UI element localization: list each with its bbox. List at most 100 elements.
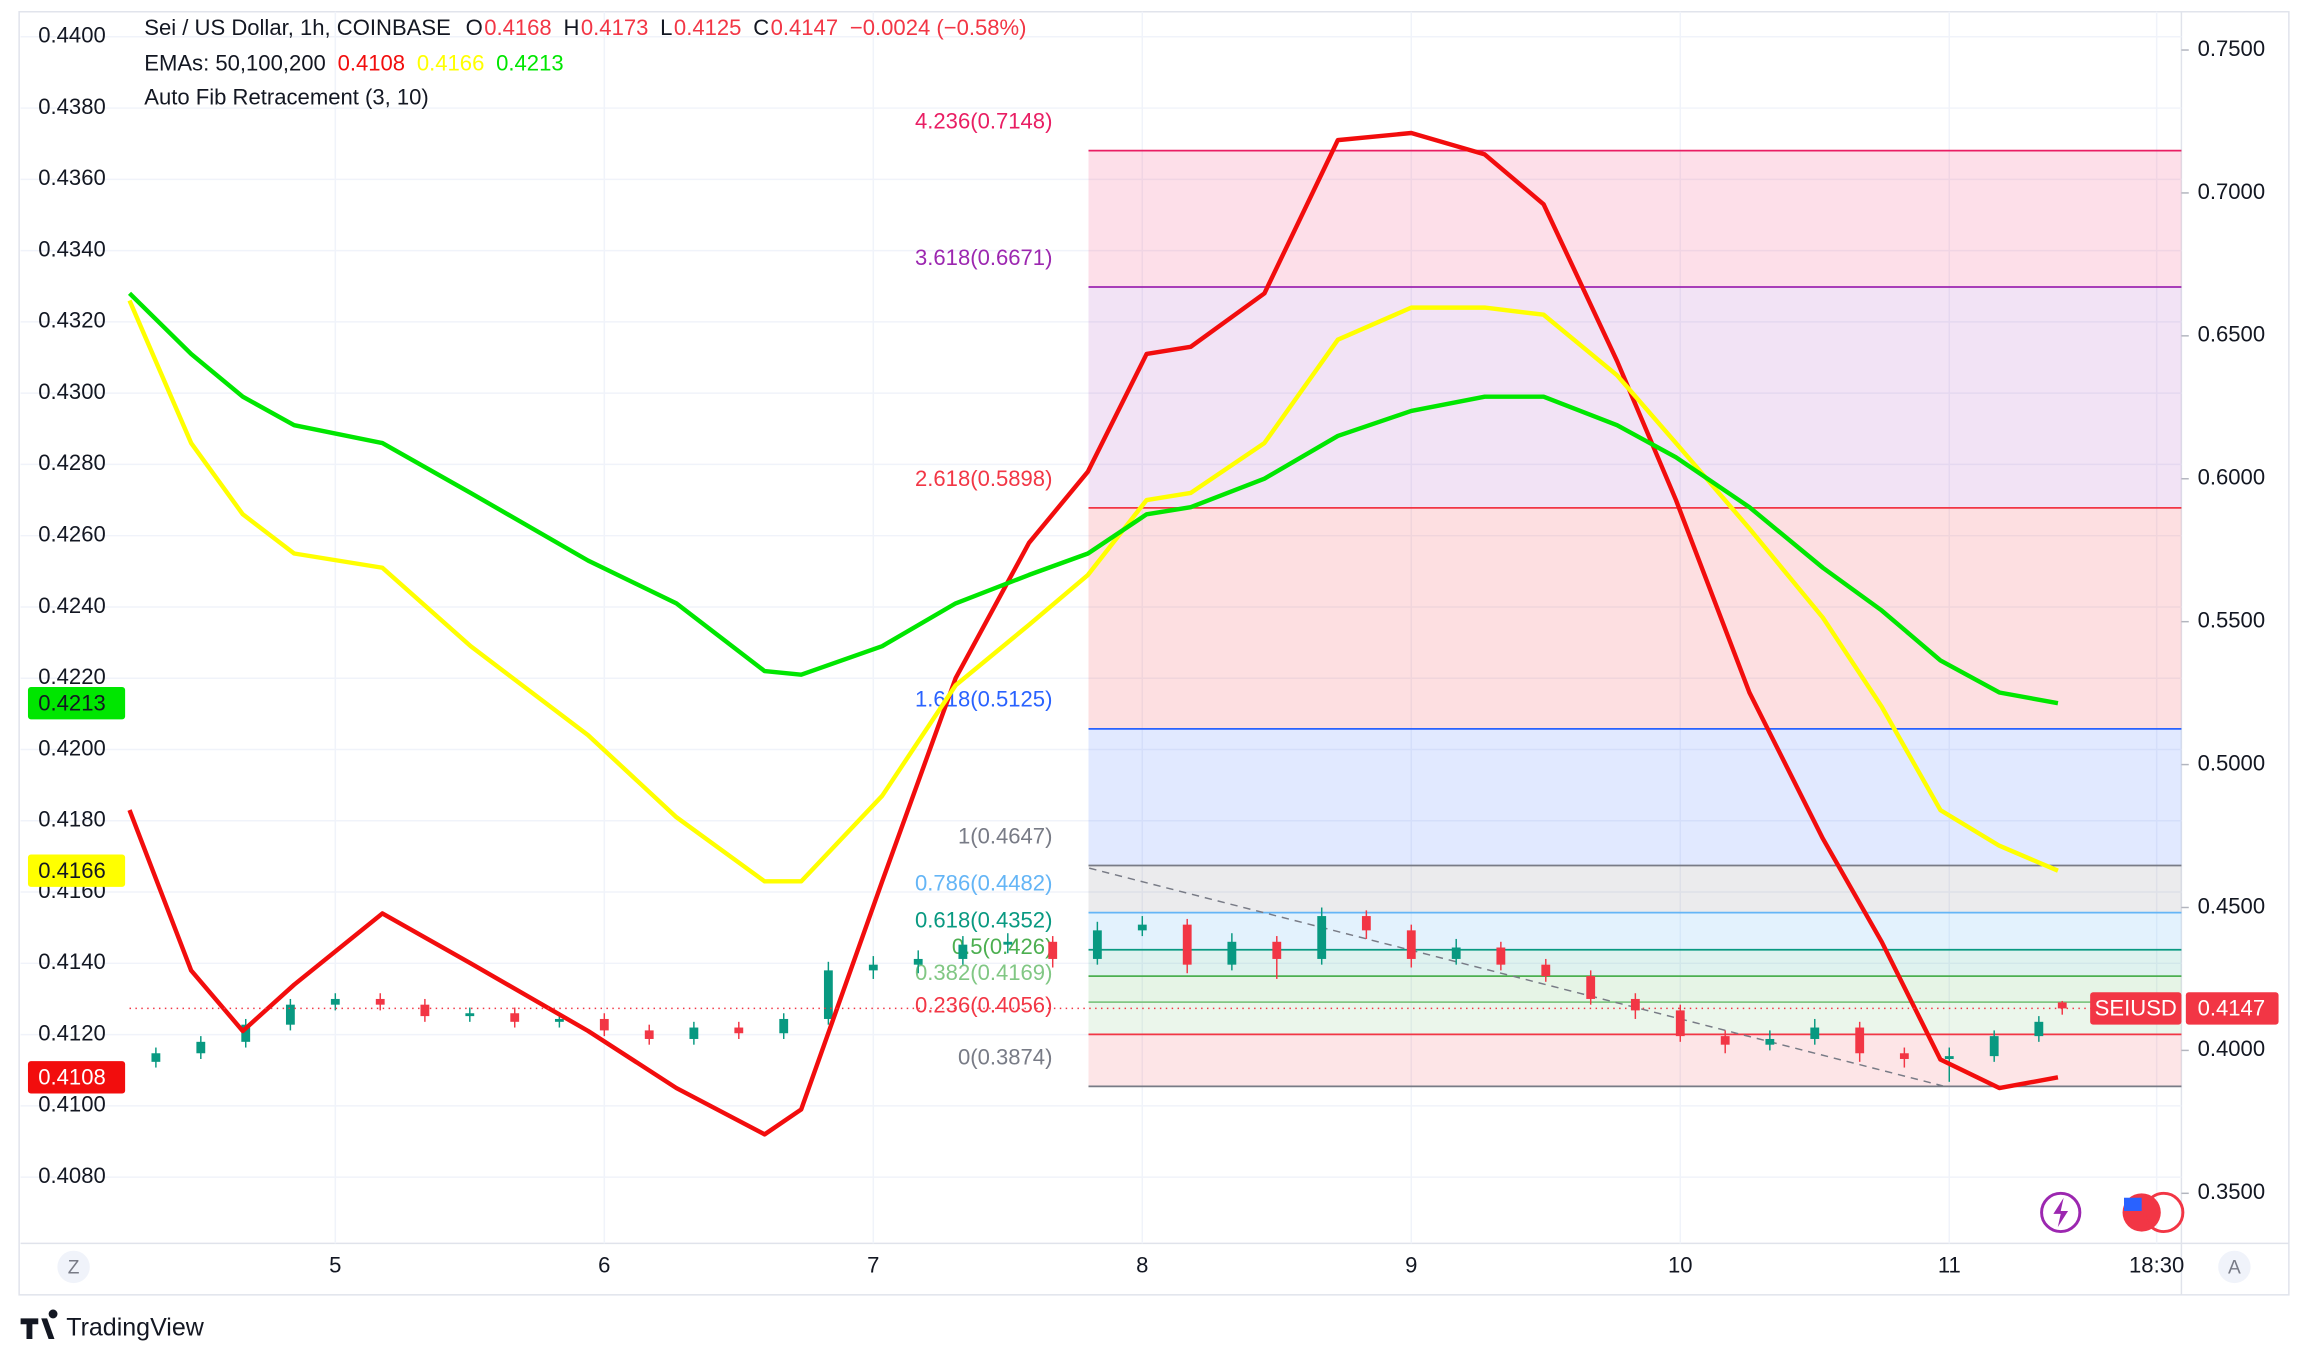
candle-body: [1406, 930, 1416, 959]
legend-text: Sei / US Dollar, 1h, COINBASE: [144, 15, 451, 40]
legend-text: 0.4166: [417, 51, 484, 76]
y-tick-label: 0.4200: [38, 735, 105, 760]
candle-body: [823, 970, 833, 1019]
candle-body: [913, 958, 923, 965]
flag-icon-ring: [2143, 1191, 2185, 1234]
legend-text: −0.0024 (−0.58%): [850, 15, 1027, 40]
flag-icon-canton: [2124, 1197, 2142, 1211]
y2-tick-label: 0.7500: [2198, 36, 2265, 61]
fib-label: 4.236(0.7148): [915, 109, 1052, 134]
y-tick-label: 0.4180: [38, 807, 105, 832]
alert-icon-bolt: [2053, 1197, 2069, 1228]
candle-body: [1810, 1027, 1820, 1039]
y-tick-label: 0.4280: [38, 450, 105, 475]
candle-body: [1182, 924, 1192, 965]
ema-badge-label: 0.4213: [38, 690, 105, 715]
y2-tick-label: 0.3500: [2198, 1179, 2265, 1204]
y-tick-label: 0.4100: [38, 1092, 105, 1117]
grid: [20, 11, 2189, 1244]
ema-badge-label: 0.4108: [38, 1065, 105, 1090]
legend-text: 0.4213: [496, 51, 563, 76]
fib-band: [1088, 865, 2182, 913]
candle-body: [2057, 1002, 2067, 1009]
fib-label: 1.618(0.5125): [915, 687, 1052, 712]
fib-label: 3.618(0.6671): [915, 245, 1052, 270]
legend-text: EMAs: 50,100,200: [144, 51, 326, 76]
legend-text: 0.4125: [674, 15, 741, 40]
y2-tick-label: 0.4500: [2198, 893, 2265, 918]
y2-tick-label: 0.6500: [2198, 322, 2265, 347]
y-tick-label: 0.4080: [38, 1163, 105, 1188]
candle-body: [285, 1004, 295, 1025]
candle-body: [1855, 1027, 1865, 1054]
candle-body: [1630, 998, 1640, 1011]
candle-body: [1137, 924, 1147, 931]
x-tick-label: 6: [598, 1253, 610, 1278]
ema-badge-label: 0.4166: [38, 858, 105, 883]
y-tick-label: 0.4120: [38, 1020, 105, 1045]
footer-button[interactable]: [57, 1250, 90, 1284]
y-tick-label: 0.4340: [38, 236, 105, 261]
fib-band: [1088, 150, 2182, 287]
candle-body: [151, 1053, 161, 1062]
fib-label: 0(0.3874): [958, 1044, 1052, 1069]
fib-label: 0.382(0.4169): [915, 960, 1052, 985]
candle-body: [1944, 1056, 1954, 1059]
y-tick-label: 0.4220: [38, 664, 105, 689]
candle-body: [420, 1004, 430, 1017]
candle-body: [1272, 941, 1282, 959]
candle-body: [1720, 1036, 1730, 1045]
candle-body: [868, 964, 878, 971]
symbol-badge: [2090, 992, 2182, 1025]
candle-body: [1361, 916, 1371, 931]
fib-label: 0.786(0.4482): [915, 871, 1052, 896]
candle-body: [1675, 1010, 1685, 1037]
y2-tick-label: 0.5500: [2198, 608, 2265, 633]
footer-button[interactable]: [2218, 1250, 2251, 1284]
candle-body: [196, 1041, 206, 1054]
legend-text: 0.4147: [771, 15, 838, 40]
legend-text: H: [563, 15, 579, 40]
candle-body: [734, 1027, 744, 1034]
x-tick-label: 8: [1136, 1253, 1148, 1278]
price-label: 0.4147: [2198, 996, 2265, 1021]
candle-body: [375, 998, 385, 1005]
candle-body: [330, 998, 340, 1005]
y-tick-label: 0.4260: [38, 522, 105, 547]
x-tick-label: 18:30: [2129, 1253, 2184, 1278]
candle-body: [1586, 976, 1596, 999]
ema-lines: [127, 130, 2059, 1137]
candle-body: [644, 1030, 654, 1039]
chart-frame: [18, 11, 2290, 1296]
footer-button-label: A: [2228, 1257, 2241, 1278]
candle-body: [1989, 1036, 1999, 1057]
candle-body: [1003, 941, 1013, 945]
ema-line: [127, 130, 2059, 1137]
x-tick-label: 5: [329, 1253, 341, 1278]
brand-logo: [20, 1309, 58, 1339]
legend-text: O: [466, 15, 483, 40]
candle-body: [1541, 964, 1551, 977]
y2-tick-label: 0.7000: [2198, 179, 2265, 204]
x-tick-label: 7: [867, 1253, 879, 1278]
fib-trend-line: [1089, 867, 1944, 1087]
fib-label: 0.236(0.4056): [915, 992, 1052, 1017]
ema-badge: [27, 1061, 126, 1094]
y-tick-label: 0.4140: [38, 949, 105, 974]
y-tick-label: 0.4380: [38, 94, 105, 119]
legend-text: Auto Fib Retracement (3, 10): [144, 84, 429, 109]
y-tick-label: 0.4400: [38, 23, 105, 48]
candle-body: [1317, 916, 1327, 959]
alert-icon[interactable]: [2040, 1191, 2082, 1234]
y-tick-label: 0.4320: [38, 308, 105, 333]
x-tick-label: 10: [1668, 1253, 1693, 1278]
price-badge: [2185, 992, 2279, 1025]
candle-body: [554, 1018, 564, 1022]
fib-label: 1(0.4647): [958, 823, 1052, 848]
brand-name: TradingView: [66, 1313, 205, 1341]
legend-text: C: [753, 15, 769, 40]
y-tick-label: 0.4300: [38, 379, 105, 404]
ema-badge: [27, 854, 126, 887]
